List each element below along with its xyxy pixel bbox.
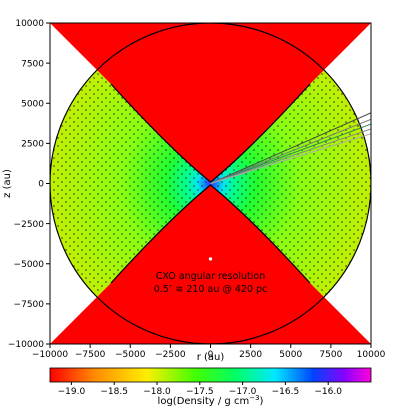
y-axis-label: z (au)	[2, 169, 13, 198]
x-tick-label: −5000	[115, 350, 146, 360]
x-tick-label: 2500	[239, 350, 262, 360]
resolution-marker	[208, 257, 213, 261]
y-tick-label: 2500	[21, 140, 44, 150]
x-tick-label: −2500	[155, 350, 186, 360]
y-tick-label: −10000	[8, 340, 44, 350]
y-tick-label: −5000	[14, 260, 45, 270]
colorbar	[50, 368, 371, 382]
y-tick-label: 0	[38, 180, 44, 190]
x-tick-label: 5000	[279, 350, 302, 360]
sight-line	[210, 118, 371, 184]
annotation-line-2: 0.5″ ≅ 210 au @ 420 pc	[154, 284, 268, 295]
colorbar-frame	[49, 367, 372, 383]
x-tick-label: 10000	[357, 350, 386, 360]
colorbar-tick-label: −18.0	[143, 387, 171, 397]
colorbar-tick-label: −16.0	[314, 387, 342, 397]
colorbar-tick-label: −19.0	[58, 387, 86, 397]
cavity-lower-edge	[110, 184, 311, 284]
sight-line	[210, 133, 371, 184]
x-axis: −10000 −7500 −5000 −2500 0 2500 5000 7500 10000	[32, 344, 386, 360]
y-tick-label: 10000	[15, 19, 44, 29]
x-axis-label: r (au)	[197, 352, 225, 363]
cavity-lower	[50, 185, 371, 344]
x-tick-label: 0	[208, 350, 214, 360]
y-tick-label: −2500	[14, 220, 45, 230]
sight-line	[210, 128, 371, 184]
y-axis: −10000 −7500 −5000 −2500 0 2500 5000 7500 10000	[8, 19, 50, 350]
colorbar-axis: −19.0 −18.5 −18.0 −17.5 −17.0 −16.5 −16.0	[58, 382, 342, 397]
colorbar-tick-label: −18.5	[100, 387, 128, 397]
y-tick-label: 7500	[21, 59, 44, 69]
sight-lines	[210, 112, 371, 184]
colorbar-label: log(Density / g cm−3)	[158, 394, 264, 407]
x-tick-label: 7500	[319, 350, 342, 360]
annotation-line-1: CXO angular resolution	[156, 271, 265, 282]
sight-line	[210, 112, 371, 184]
colorbar-tick-label: −17.5	[186, 387, 214, 397]
plot-area	[50, 23, 371, 344]
x-tick-label: −7500	[75, 350, 106, 360]
colorbar-tick-label: −16.5	[272, 387, 300, 397]
cavity-upper-edge	[110, 83, 311, 183]
x-tick-label: −10000	[32, 350, 68, 360]
cavity-upper	[50, 23, 371, 182]
colorbar-tick-label: −17.0	[229, 387, 257, 397]
y-tick-label: −7500	[14, 300, 45, 310]
y-tick-label: 5000	[21, 99, 44, 109]
sight-line	[210, 123, 371, 184]
